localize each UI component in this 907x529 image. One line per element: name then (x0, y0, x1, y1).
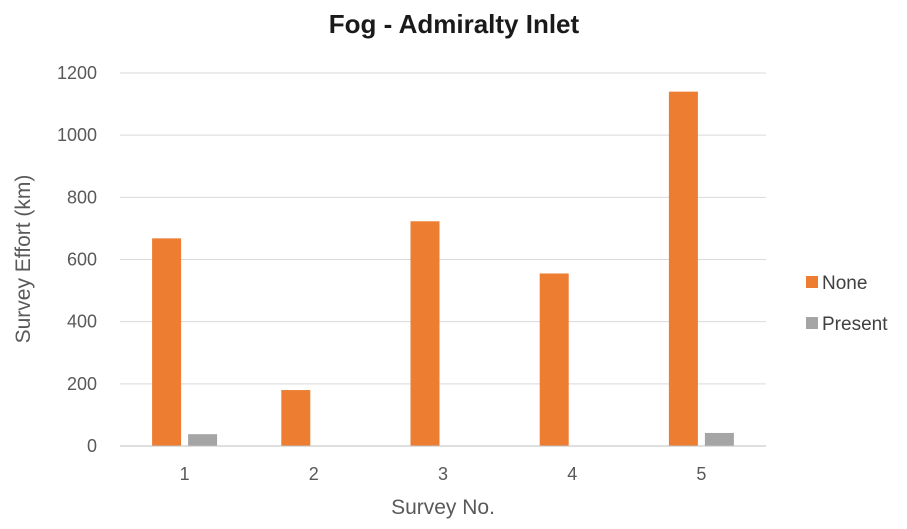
x-tick-label: 5 (696, 464, 706, 484)
legend-label-present: Present (822, 314, 888, 335)
bar-present-5 (704, 432, 734, 446)
x-tick-label: 1 (180, 464, 190, 484)
y-tick-label: 1200 (57, 63, 97, 83)
y-axis-ticks: 0 200 400 600 800 1000 1200 (57, 63, 97, 456)
legend: None Present (806, 273, 888, 335)
x-axis-label: Survey No. (391, 496, 495, 519)
bars (152, 91, 734, 447)
y-tick-label: 0 (87, 436, 97, 456)
x-tick-label: 3 (438, 464, 448, 484)
chart-title: Fog - Admiralty Inlet (329, 9, 580, 39)
y-axis-label: Survey Effort (km) (12, 175, 35, 344)
y-tick-label: 800 (67, 187, 97, 207)
bar-none-4 (539, 273, 569, 446)
bar-none-2 (281, 390, 311, 446)
x-axis-ticks: 1 2 3 4 5 (180, 464, 707, 484)
legend-label-none: None (822, 273, 867, 294)
x-tick-label: 2 (309, 464, 319, 484)
gridlines (120, 72, 766, 385)
x-tick-label: 4 (567, 464, 577, 484)
bar-present-1 (188, 434, 218, 446)
legend-swatch-none (806, 276, 818, 288)
bar-none-3 (410, 221, 440, 446)
y-tick-label: 600 (67, 250, 97, 270)
bar-none-5 (668, 91, 698, 447)
bar-none-1 (152, 238, 182, 446)
y-tick-label: 400 (67, 312, 97, 332)
legend-swatch-present (806, 317, 818, 329)
y-tick-label: 200 (67, 374, 97, 394)
y-tick-label: 1000 (57, 125, 97, 145)
